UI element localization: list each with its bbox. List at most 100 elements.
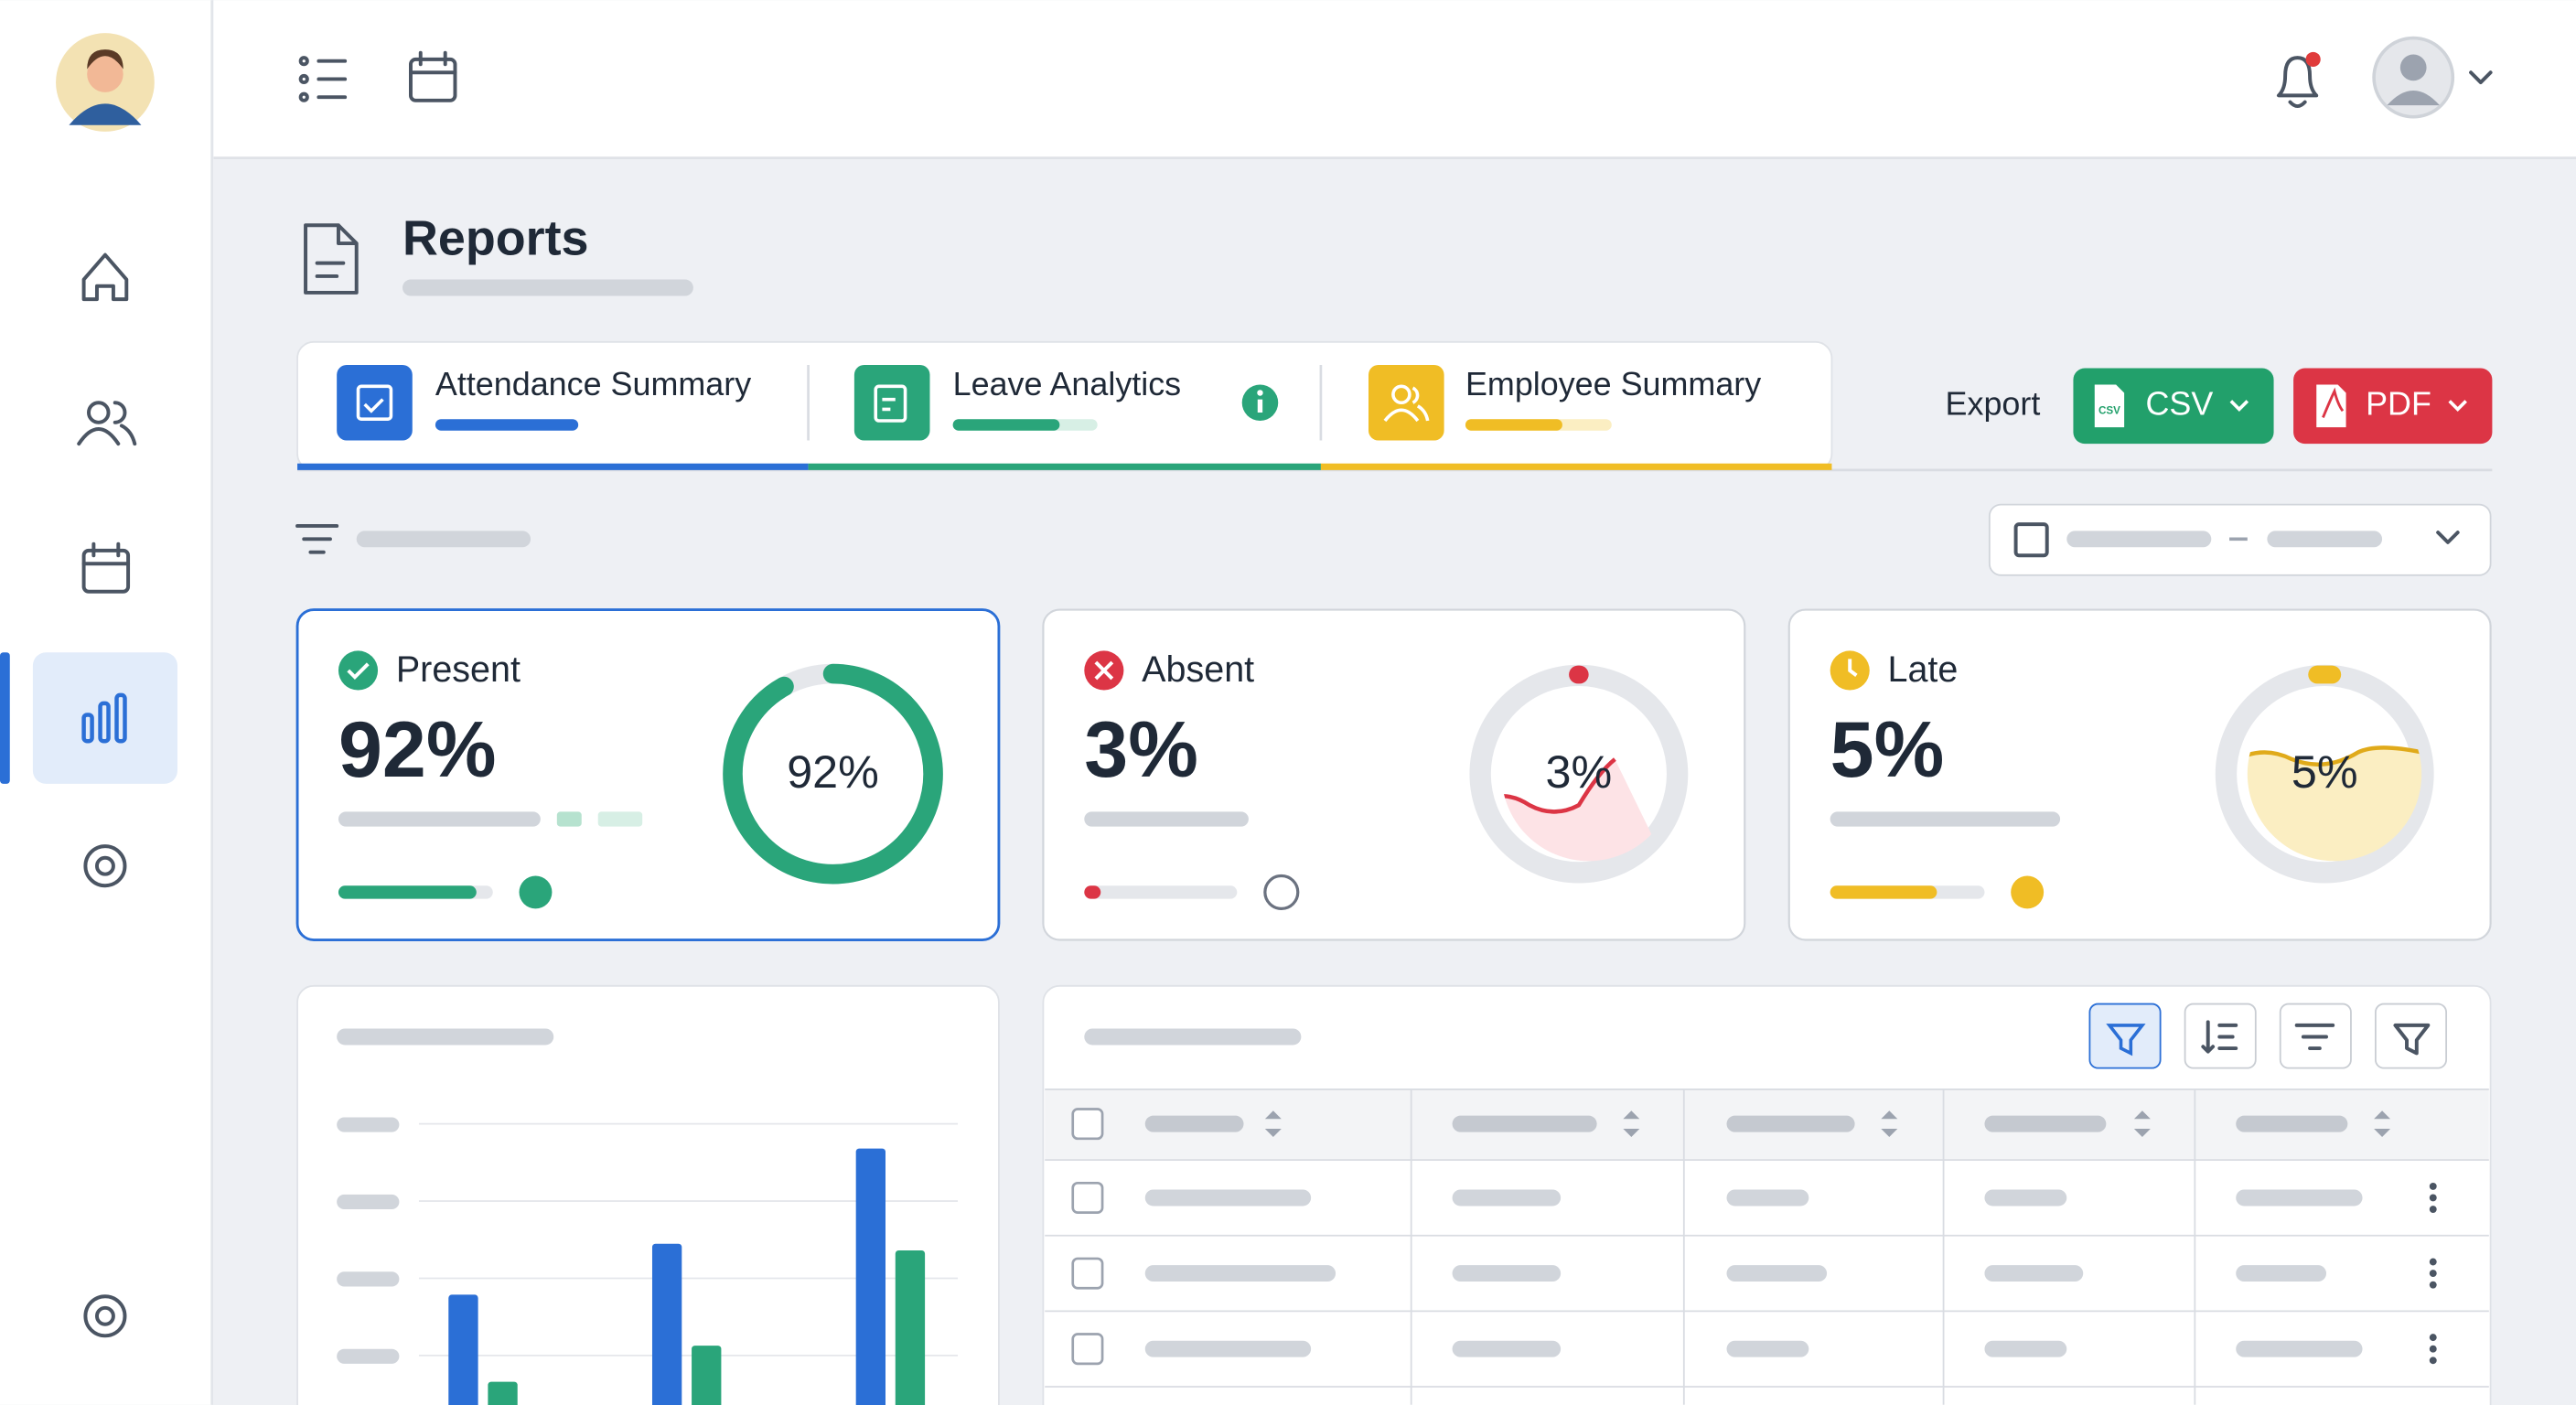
progress-track — [1084, 885, 1238, 899]
status-glyph — [347, 662, 370, 680]
tab-leave[interactable]: Leave Analytics — [853, 365, 1279, 441]
ring-arc — [723, 663, 943, 885]
profile-menu[interactable] — [2372, 36, 2493, 119]
table-card — [1042, 984, 2492, 1405]
row-menu — [2429, 1281, 2437, 1289]
checkbox — [1071, 1257, 1104, 1290]
skeleton — [1452, 1340, 1562, 1357]
row-menu — [2429, 1182, 2437, 1190]
list-button[interactable] — [298, 56, 348, 102]
kpi-value: 92% — [338, 706, 497, 794]
tab-label: Leave Analytics — [953, 365, 1182, 402]
kpi-card: Absent 3% 3% — [1042, 608, 1746, 941]
row-menu — [2429, 1206, 2437, 1213]
sort-icon — [1264, 1110, 1282, 1138]
skeleton — [1984, 1340, 2067, 1357]
sort-icon — [2374, 1110, 2391, 1138]
nav-reports-active[interactable] — [0, 652, 177, 784]
filter-active-button[interactable] — [2088, 1003, 2162, 1069]
status-glyph — [1848, 659, 1858, 677]
row-menu — [2429, 1345, 2437, 1353]
top-bar — [213, 0, 2576, 159]
lines-button[interactable] — [2279, 1003, 2352, 1069]
ring-label: 92% — [787, 745, 879, 798]
row-menu — [2429, 1270, 2437, 1278]
csv-button[interactable]: CSV CSV — [2073, 368, 2274, 445]
page-title: Reports — [402, 210, 589, 265]
status-badge — [2011, 875, 2045, 909]
sort-icon — [2133, 1110, 2151, 1138]
tabs: Attendance Summary Leave Analytics Emplo… — [296, 340, 2493, 472]
export-label: Export — [1946, 384, 2041, 422]
notifications[interactable] — [2276, 51, 2321, 109]
kpi-value: 3% — [1084, 706, 1198, 794]
ring-marker — [2308, 665, 2342, 684]
button-label: CSV — [2145, 384, 2213, 422]
nav-settings[interactable] — [83, 844, 127, 888]
skeleton — [1144, 1115, 1244, 1132]
skeleton — [2236, 1115, 2348, 1132]
kpi-label: Absent — [1142, 649, 1254, 690]
skeleton — [1452, 1189, 1562, 1207]
funnel-button[interactable] — [2375, 1003, 2448, 1069]
kpi-label: Late — [1888, 649, 1959, 690]
skeleton — [1144, 1340, 1312, 1357]
kpi-card: Present 92% 92% — [295, 608, 1001, 941]
tab-employee[interactable]: Employee Summary — [1368, 365, 1761, 441]
user-avatar[interactable] — [56, 33, 155, 132]
progress-fill — [1084, 885, 1101, 899]
skeleton — [2236, 1189, 2363, 1207]
skeleton — [1984, 1189, 2067, 1207]
row-menu — [2429, 1357, 2437, 1365]
chart-card — [296, 984, 1000, 1405]
sidebar — [0, 0, 214, 1405]
row-menu — [2429, 1334, 2437, 1342]
sort-button[interactable] — [2184, 1003, 2257, 1069]
status-badge — [519, 875, 553, 909]
skeleton — [1726, 1340, 1809, 1357]
button-label: PDF — [2366, 384, 2431, 422]
csv-icon-text: CSV — [2098, 404, 2120, 416]
date-range-picker[interactable] — [1988, 503, 2492, 576]
skeleton — [597, 811, 643, 827]
page-header: Reports — [304, 210, 693, 296]
ring-marker — [1569, 665, 1589, 684]
tab-label: Attendance Summary — [435, 365, 751, 402]
pdf-button[interactable]: PDF — [2293, 368, 2493, 445]
nav-users[interactable] — [77, 401, 137, 446]
skeleton — [1984, 1115, 2107, 1132]
checkbox — [1071, 1181, 1104, 1214]
nav-settings-bottom[interactable] — [83, 1294, 127, 1338]
ring-line — [1501, 757, 1616, 814]
skeleton — [1984, 1265, 2084, 1282]
export: Export CSV CSV PDF — [1946, 368, 2493, 445]
status-badge — [1263, 874, 1300, 911]
skeleton — [1726, 1115, 1855, 1132]
kpi-cards: Present 92% 92% Absent 3% 3% Late 5% 5% — [295, 608, 2492, 941]
kpi-card: Late 5% 5% — [1787, 608, 2492, 941]
status-icon — [338, 650, 379, 691]
kpi-value: 5% — [1830, 706, 1945, 794]
skeleton — [338, 811, 541, 827]
skeleton — [1452, 1265, 1562, 1282]
filter-row — [295, 503, 2492, 576]
tab-attendance[interactable]: Attendance Summary — [337, 365, 751, 441]
row-menu — [2429, 1258, 2437, 1266]
skeleton — [556, 811, 582, 827]
row-menu — [2429, 1194, 2437, 1202]
skeleton — [1830, 811, 2061, 827]
sort-icon — [1881, 1110, 1898, 1138]
checkbox — [1071, 1333, 1104, 1366]
ring-label: 3% — [1546, 745, 1613, 798]
nav-calendar[interactable] — [81, 542, 131, 594]
skeleton — [1726, 1189, 1809, 1207]
progress-fill — [338, 885, 477, 899]
skeleton — [1144, 1189, 1312, 1207]
progress-fill — [1830, 885, 1937, 899]
status-glyph — [1094, 660, 1114, 681]
calendar-button[interactable] — [409, 50, 457, 102]
nav-home[interactable] — [81, 252, 129, 302]
skeleton — [1144, 1265, 1336, 1282]
